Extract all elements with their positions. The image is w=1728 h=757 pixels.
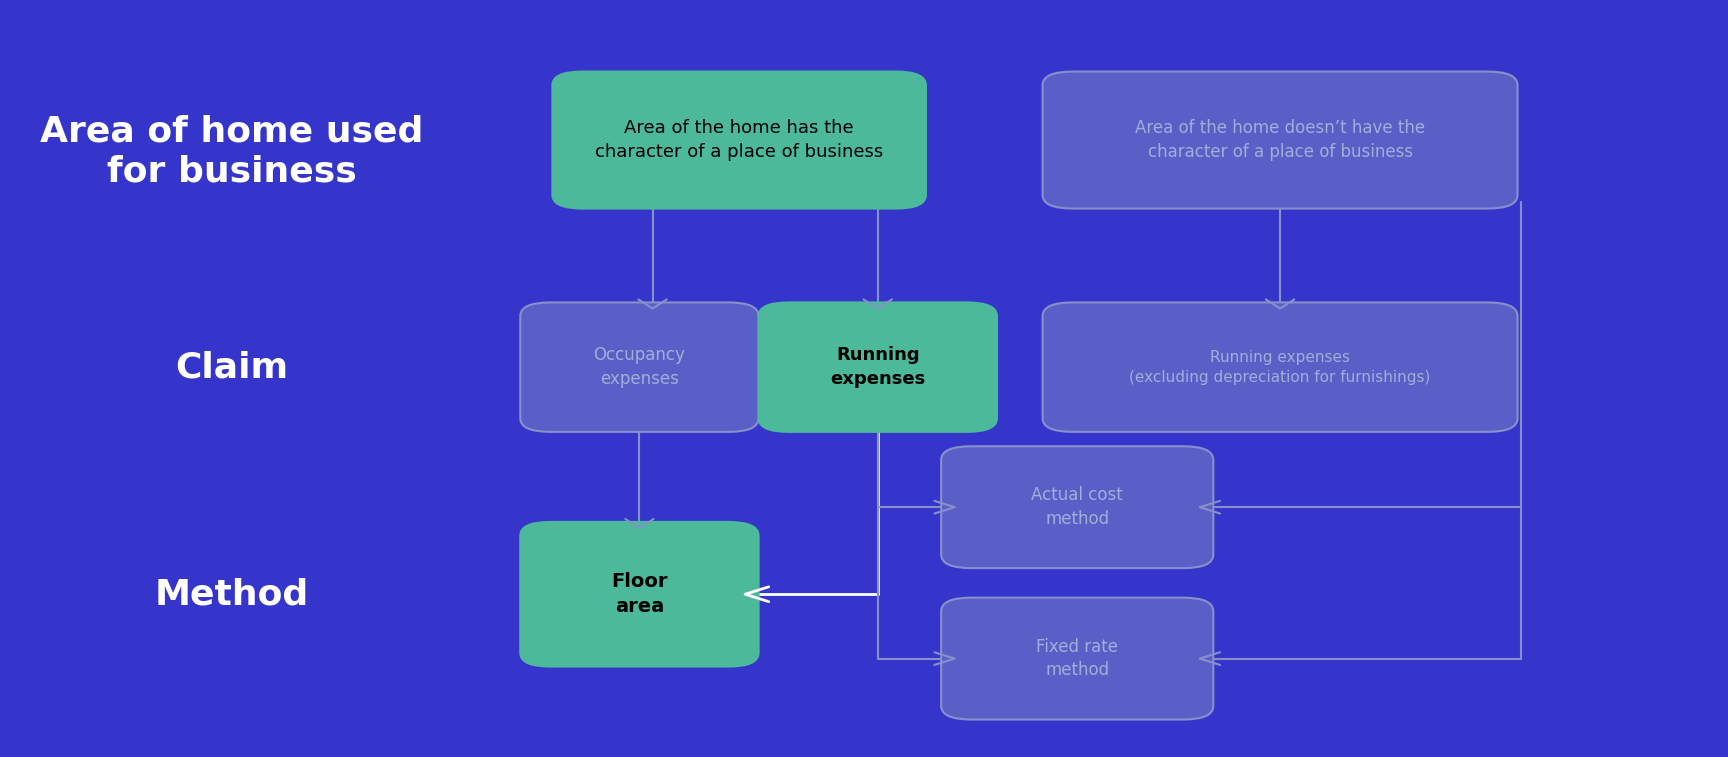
FancyBboxPatch shape bbox=[1042, 302, 1517, 431]
FancyBboxPatch shape bbox=[942, 447, 1213, 568]
Text: Occupancy
expenses: Occupancy expenses bbox=[593, 347, 686, 388]
Text: Actual cost
method: Actual cost method bbox=[1032, 487, 1123, 528]
Text: Fixed rate
method: Fixed rate method bbox=[1037, 638, 1118, 679]
Text: Running expenses
(excluding depreciation for furnishings): Running expenses (excluding depreciation… bbox=[1130, 350, 1431, 385]
FancyBboxPatch shape bbox=[942, 598, 1213, 719]
Text: Area of the home doesn’t have the
character of a place of business: Area of the home doesn’t have the charac… bbox=[1135, 120, 1426, 160]
Text: Running
expenses: Running expenses bbox=[829, 347, 926, 388]
Text: Floor
area: Floor area bbox=[612, 572, 667, 616]
FancyBboxPatch shape bbox=[759, 302, 997, 431]
Text: Area of home used
for business: Area of home used for business bbox=[40, 115, 423, 188]
Text: Claim: Claim bbox=[176, 350, 289, 384]
FancyBboxPatch shape bbox=[520, 522, 759, 666]
Text: Method: Method bbox=[156, 578, 309, 611]
FancyBboxPatch shape bbox=[553, 72, 926, 209]
FancyBboxPatch shape bbox=[1042, 72, 1517, 209]
FancyBboxPatch shape bbox=[520, 302, 759, 431]
Text: Area of the home has the
character of a place of business: Area of the home has the character of a … bbox=[594, 120, 883, 160]
